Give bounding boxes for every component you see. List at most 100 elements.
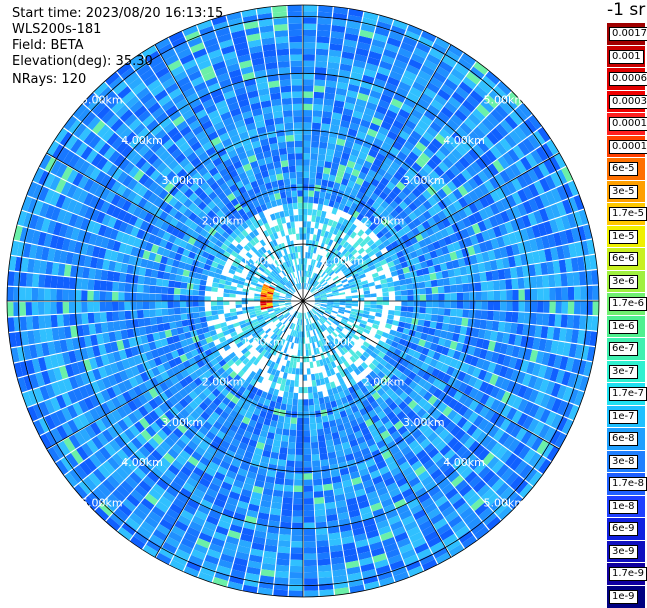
heatmap-cell <box>226 359 235 367</box>
heatmap-cell <box>453 390 464 402</box>
heatmap-cell <box>328 199 335 208</box>
heatmap-cell <box>357 337 365 345</box>
heatmap-cell <box>333 299 340 301</box>
heatmap-cell <box>132 122 146 136</box>
heatmap-cell <box>281 310 288 315</box>
heatmap-cell <box>272 327 279 333</box>
heatmap-cell <box>171 227 181 237</box>
heatmap-cell <box>342 218 349 227</box>
heatmap-cell <box>326 514 338 522</box>
heatmap-cell <box>529 349 539 363</box>
heatmap-cell <box>429 358 439 368</box>
heatmap-cell <box>338 429 347 438</box>
heatmap-cell <box>248 465 259 474</box>
heatmap-cell <box>277 546 291 554</box>
heatmap-cell <box>314 373 320 380</box>
heatmap-cell <box>252 453 262 462</box>
heatmap-cell <box>421 559 438 571</box>
heatmap-cell <box>279 358 285 366</box>
heatmap-cell <box>297 312 300 319</box>
heatmap-cell <box>322 272 328 279</box>
heatmap-cell <box>183 384 193 395</box>
heatmap-cell <box>468 113 482 126</box>
heatmap-cell <box>124 476 138 489</box>
heatmap-cell <box>273 483 284 491</box>
heatmap-cell <box>399 391 409 401</box>
heatmap-cell <box>168 315 176 323</box>
heatmap-cell <box>444 78 458 91</box>
heatmap-cell <box>344 186 353 194</box>
heatmap-cell <box>398 401 408 411</box>
heatmap-cell <box>525 153 538 168</box>
heatmap-cell <box>307 311 312 318</box>
heatmap-cell <box>56 301 63 314</box>
heatmap-cell <box>335 372 343 380</box>
heatmap-cell <box>71 362 81 376</box>
heatmap-cell <box>238 344 246 352</box>
heatmap-cell <box>542 275 550 288</box>
heatmap-cell <box>105 203 116 216</box>
heatmap-cell <box>202 378 212 388</box>
heatmap-cell <box>52 221 63 236</box>
heatmap-cell <box>310 246 315 253</box>
heatmap-cell <box>224 280 232 286</box>
heatmap-cell <box>250 433 260 442</box>
heatmap-cell <box>513 442 526 456</box>
heatmap-cell <box>254 293 261 297</box>
heatmap-cell <box>450 114 464 127</box>
heatmap-cell <box>143 212 154 223</box>
heatmap-cell <box>289 361 294 368</box>
heatmap-cell <box>349 355 357 363</box>
heatmap-cell <box>206 209 216 219</box>
heatmap-cell <box>505 311 513 323</box>
heatmap-cell <box>361 264 369 271</box>
heatmap-cell <box>338 289 345 294</box>
heatmap-cell <box>85 149 98 164</box>
heatmap-cell <box>387 260 395 268</box>
heatmap-cell <box>339 331 346 338</box>
heatmap-cell <box>213 498 226 509</box>
heatmap-cell <box>161 301 168 309</box>
heatmap-cell <box>344 290 352 295</box>
heatmap-cell <box>166 143 179 155</box>
heatmap-cell <box>340 473 351 482</box>
heatmap-cell <box>451 441 464 453</box>
heatmap-cell <box>129 454 142 467</box>
heatmap-cell <box>394 290 402 296</box>
heatmap-cell <box>314 314 320 320</box>
heatmap-cell <box>339 322 346 328</box>
heatmap-cell <box>76 266 84 278</box>
heatmap-cell <box>262 285 269 290</box>
heatmap-cell <box>313 305 320 309</box>
heatmap-cell <box>432 203 443 214</box>
heatmap-cell <box>400 161 412 172</box>
heatmap-cell <box>216 415 226 425</box>
heatmap-cell <box>318 197 325 205</box>
heatmap-cell <box>401 548 416 560</box>
heatmap-cell <box>466 225 476 237</box>
heatmap-cell <box>307 343 311 350</box>
heatmap-cell <box>226 272 235 279</box>
heatmap-cell <box>240 247 249 255</box>
heatmap-cell <box>192 420 203 431</box>
heatmap-cell <box>265 319 273 325</box>
heatmap-cell <box>522 324 530 336</box>
heatmap-cell <box>94 184 106 198</box>
heatmap-cell <box>275 357 281 365</box>
heatmap-cell <box>289 429 297 437</box>
heatmap-cell <box>363 160 373 170</box>
heatmap-cell <box>358 500 370 510</box>
heatmap-cell <box>502 234 512 246</box>
heatmap-cell <box>35 372 45 387</box>
heatmap-cell <box>447 214 457 225</box>
heatmap-cell <box>176 471 189 482</box>
heatmap-cell <box>263 244 270 252</box>
heatmap-cell <box>208 402 218 412</box>
heatmap-cell <box>282 286 289 292</box>
heatmap-cell <box>570 257 579 272</box>
heatmap-cell <box>353 226 361 234</box>
heatmap-cell <box>333 297 340 300</box>
heatmap-cell <box>128 424 141 437</box>
heatmap-cell <box>473 199 484 211</box>
heatmap-cell <box>300 356 303 363</box>
